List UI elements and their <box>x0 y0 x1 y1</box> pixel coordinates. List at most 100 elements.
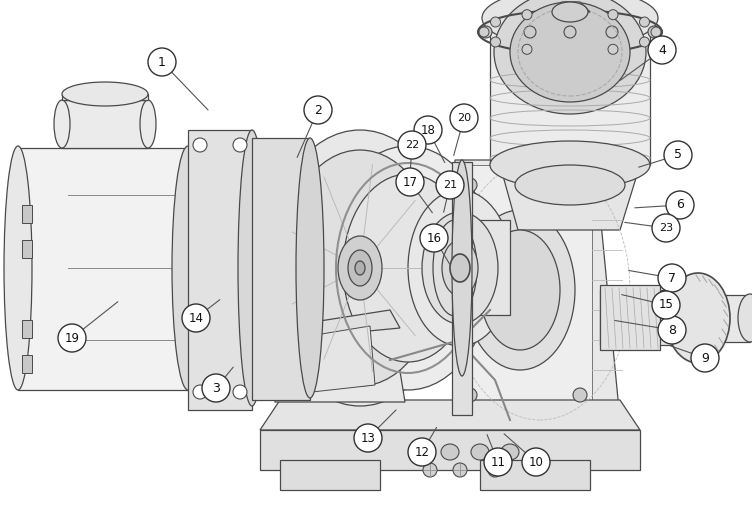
Text: 7: 7 <box>668 272 676 284</box>
Text: 6: 6 <box>676 199 684 211</box>
Ellipse shape <box>552 2 588 22</box>
Polygon shape <box>285 326 375 395</box>
Ellipse shape <box>233 138 247 152</box>
Ellipse shape <box>648 26 660 38</box>
Ellipse shape <box>442 240 478 296</box>
Text: 12: 12 <box>414 446 429 458</box>
Polygon shape <box>22 205 32 223</box>
Text: 22: 22 <box>405 140 419 150</box>
Ellipse shape <box>573 388 587 402</box>
Circle shape <box>450 104 478 132</box>
Ellipse shape <box>348 250 372 286</box>
Ellipse shape <box>422 212 498 324</box>
Polygon shape <box>22 240 32 258</box>
Ellipse shape <box>423 463 437 477</box>
Ellipse shape <box>606 26 618 38</box>
Circle shape <box>182 304 210 332</box>
Ellipse shape <box>573 178 587 192</box>
Text: 11: 11 <box>490 455 505 468</box>
Ellipse shape <box>54 100 70 148</box>
Circle shape <box>202 374 230 402</box>
Circle shape <box>666 191 694 219</box>
Ellipse shape <box>238 130 266 406</box>
Circle shape <box>664 141 692 169</box>
Ellipse shape <box>501 444 519 460</box>
Polygon shape <box>452 162 472 415</box>
Ellipse shape <box>608 44 618 54</box>
Circle shape <box>304 96 332 124</box>
Ellipse shape <box>522 10 532 20</box>
Circle shape <box>398 131 426 159</box>
Ellipse shape <box>494 0 646 114</box>
Ellipse shape <box>684 290 716 346</box>
Circle shape <box>420 224 448 252</box>
Ellipse shape <box>62 82 148 106</box>
Text: 15: 15 <box>659 299 674 311</box>
Polygon shape <box>280 460 380 490</box>
Polygon shape <box>600 285 660 350</box>
Ellipse shape <box>172 146 204 390</box>
Ellipse shape <box>441 444 459 460</box>
Text: 9: 9 <box>701 351 709 365</box>
Text: 3: 3 <box>212 381 220 394</box>
Circle shape <box>658 264 686 292</box>
Text: 19: 19 <box>65 332 80 344</box>
Ellipse shape <box>4 146 32 390</box>
Ellipse shape <box>639 17 650 27</box>
Polygon shape <box>62 94 148 100</box>
Text: 14: 14 <box>189 311 204 324</box>
Text: 1: 1 <box>158 55 166 68</box>
Polygon shape <box>455 160 620 420</box>
Ellipse shape <box>355 261 365 275</box>
Ellipse shape <box>193 385 207 399</box>
Polygon shape <box>18 148 188 390</box>
Ellipse shape <box>738 294 752 342</box>
Circle shape <box>522 448 550 476</box>
Polygon shape <box>552 2 590 12</box>
Ellipse shape <box>408 190 512 346</box>
Circle shape <box>691 344 719 372</box>
Circle shape <box>414 116 442 144</box>
Circle shape <box>58 324 86 352</box>
Circle shape <box>436 171 464 199</box>
Ellipse shape <box>515 165 625 205</box>
Ellipse shape <box>490 17 501 27</box>
Ellipse shape <box>524 26 536 38</box>
Ellipse shape <box>465 210 575 370</box>
Text: 23: 23 <box>659 223 673 233</box>
Polygon shape <box>252 138 310 400</box>
Ellipse shape <box>193 138 207 152</box>
Ellipse shape <box>463 178 477 192</box>
Polygon shape <box>260 430 640 470</box>
Ellipse shape <box>453 463 467 477</box>
Polygon shape <box>275 310 400 340</box>
Text: 18: 18 <box>420 124 435 136</box>
Circle shape <box>652 214 680 242</box>
Circle shape <box>648 36 676 64</box>
Polygon shape <box>275 310 405 402</box>
Polygon shape <box>480 460 590 490</box>
Circle shape <box>148 48 176 76</box>
Ellipse shape <box>482 0 658 48</box>
Polygon shape <box>22 355 32 373</box>
Ellipse shape <box>323 146 493 390</box>
Ellipse shape <box>488 463 502 477</box>
Polygon shape <box>260 400 640 430</box>
Circle shape <box>396 168 424 196</box>
Text: 20: 20 <box>457 113 471 123</box>
Ellipse shape <box>450 254 470 282</box>
Polygon shape <box>62 100 148 148</box>
Ellipse shape <box>608 10 618 20</box>
Circle shape <box>408 438 436 466</box>
Ellipse shape <box>471 444 489 460</box>
Ellipse shape <box>490 141 650 189</box>
Polygon shape <box>490 20 650 165</box>
Polygon shape <box>455 220 510 315</box>
Text: 13: 13 <box>360 431 375 445</box>
Ellipse shape <box>411 444 429 460</box>
Ellipse shape <box>452 160 472 376</box>
Ellipse shape <box>140 100 156 148</box>
Ellipse shape <box>463 388 477 402</box>
Ellipse shape <box>480 26 492 38</box>
Ellipse shape <box>651 27 661 37</box>
